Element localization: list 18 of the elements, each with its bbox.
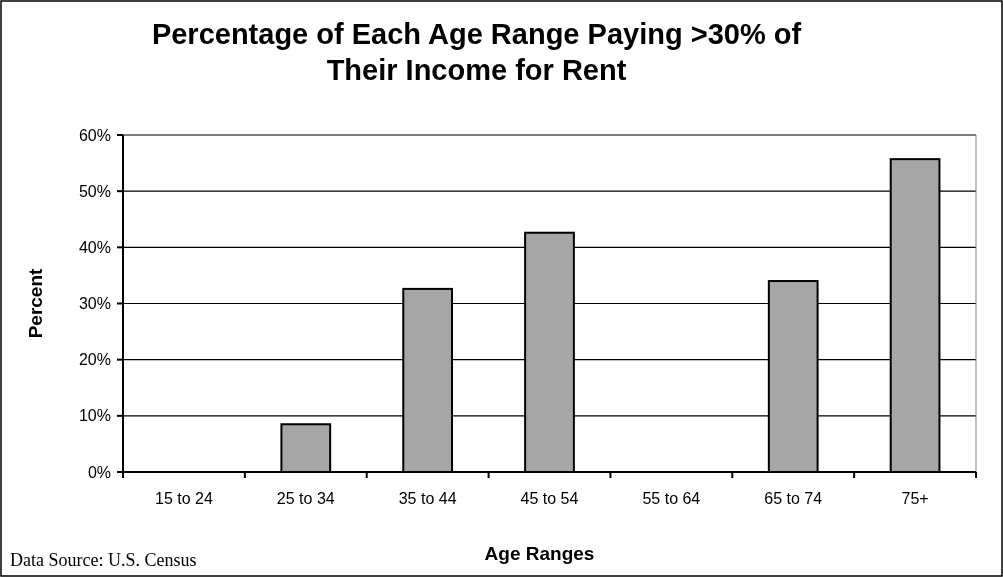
x-tick-label: 75+ [901,490,929,507]
x-tick-label: 65 to 74 [764,490,823,507]
y-tick-label: 10% [78,407,111,425]
source-note: Data Source: U.S. Census [10,550,197,570]
y-tick-label: 0% [87,463,111,481]
x-tick-label: 35 to 44 [398,490,457,507]
y-tick-label: 40% [78,238,111,256]
y-tick-label: 60% [78,126,111,144]
y-tick-label: 30% [78,295,111,313]
chart-title: Percentage of Each Age Range Paying >30% of Their Income for Rent [151,18,802,86]
x-tick-label: 55 to 64 [642,490,701,507]
y-axis-title: Percent [25,267,46,339]
x-axis-title: Age Ranges [484,543,595,564]
y-tick-label: 20% [78,351,111,369]
x-tick-label: 15 to 24 [155,490,213,507]
y-tick-label: 50% [78,182,111,200]
x-tick-label: 45 to 54 [520,490,579,507]
x-tick-label: 25 to 34 [276,490,335,507]
